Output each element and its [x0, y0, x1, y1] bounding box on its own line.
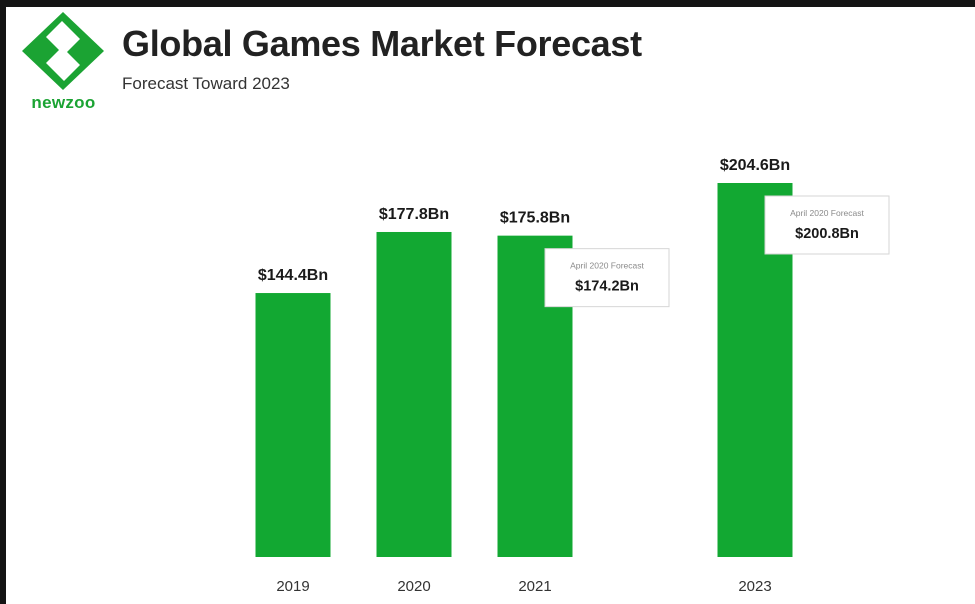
page-subtitle: Forecast Toward 2023 [122, 74, 290, 93]
callout-label-2023: April 2020 Forecast [790, 208, 864, 218]
newzoo-logo: newzoo [16, 9, 111, 119]
bar-2019 [255, 293, 331, 557]
value-label-2019: $144.4Bn [258, 267, 328, 284]
callout-value-2023: $200.8Bn [795, 226, 859, 242]
bar-chart: $144.4Bn 2019 $177.8Bn 2020 $175.8Bn 2021 $204… [255, 157, 890, 595]
callout-value-2021: $174.2Bn [575, 279, 639, 295]
value-label-2020: $177.8Bn [379, 206, 449, 223]
forecast-callout-2021: April 2020 Forecast $174.2Bn [544, 248, 670, 308]
x-tick-label-2021: 2021 [518, 578, 551, 595]
forecast-callout-2023: April 2020 Forecast $200.8Bn [764, 195, 890, 255]
logo-wordmark: newzoo [31, 93, 96, 112]
callout-box-2021 [544, 248, 670, 308]
page-title: Global Games Market Forecast [122, 23, 642, 64]
bar-2020 [376, 231, 452, 557]
newzoo-logo-mark-icon [22, 12, 104, 90]
callout-label-2021: April 2020 Forecast [570, 261, 644, 271]
x-tick-label-2020: 2020 [397, 578, 430, 595]
value-label-2021: $175.8Bn [500, 210, 570, 227]
x-tick-label-2023: 2023 [738, 578, 771, 595]
value-label-2023: $204.6Bn [720, 157, 790, 174]
x-tick-label-2019: 2019 [276, 578, 309, 595]
infographic-panel: newzoo Global Games Market Forecast Fore… [6, 7, 975, 604]
callout-box-2023 [764, 195, 890, 255]
